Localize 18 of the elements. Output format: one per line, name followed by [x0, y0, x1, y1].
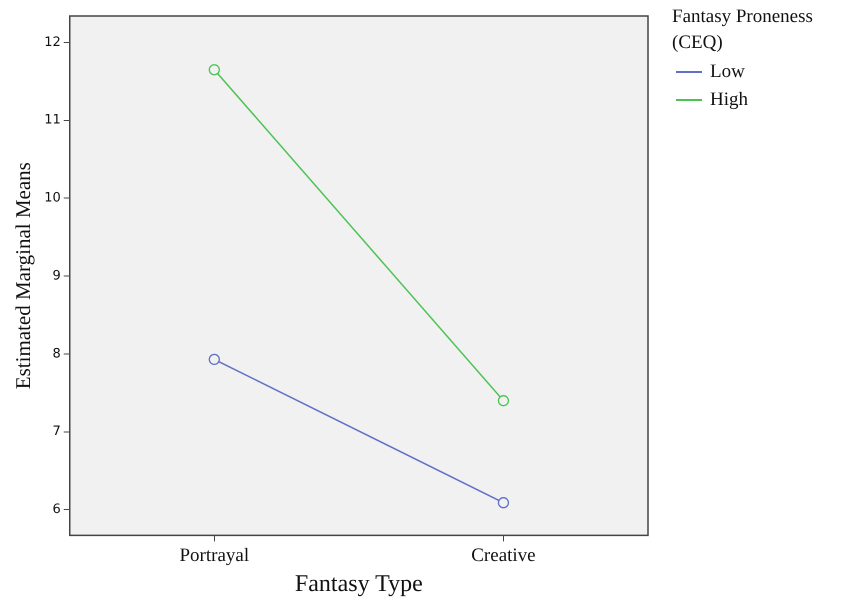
x-axis-title: Fantasy Type — [294, 570, 423, 597]
y-axis-title: Estimated Marginal Means — [11, 162, 36, 390]
legend-label: Low — [710, 61, 745, 83]
y-tick-label: 7 — [52, 424, 61, 440]
point — [498, 395, 510, 406]
point — [208, 64, 220, 76]
x-tick-label: Creative — [471, 544, 536, 566]
legend-title: Fantasy Proneness (CEQ) — [672, 5, 814, 55]
y-tick-label: 10 — [44, 190, 61, 206]
y-tick-label: 6 — [52, 502, 61, 518]
legend-label: High — [710, 89, 748, 111]
y-tick-label: 8 — [52, 346, 61, 362]
y-tick-label: 11 — [44, 112, 61, 128]
point — [208, 354, 220, 366]
y-tick-label: 12 — [44, 34, 61, 50]
x-tick-label: Portrayal — [179, 544, 250, 566]
y-tick-label: 9 — [52, 268, 61, 284]
point — [498, 497, 510, 508]
